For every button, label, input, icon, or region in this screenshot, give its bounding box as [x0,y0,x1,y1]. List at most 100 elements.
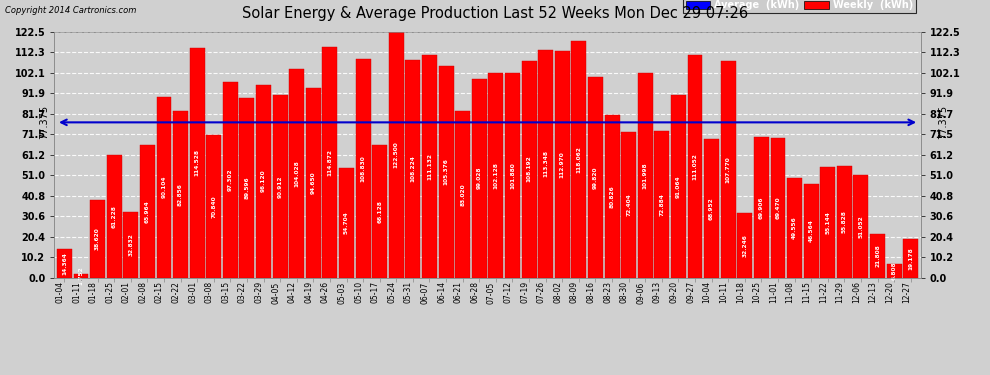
Text: 11-29: 11-29 [836,281,844,303]
Bar [272,95,288,278]
Text: 14.364: 14.364 [62,252,67,274]
Text: 118.062: 118.062 [576,146,581,172]
Text: 113.348: 113.348 [544,150,548,177]
Text: 72.884: 72.884 [659,193,664,216]
Text: 96.120: 96.120 [261,170,266,192]
Text: 08-23: 08-23 [603,281,612,303]
Text: 38.620: 38.620 [95,227,100,250]
Text: 05-31: 05-31 [404,281,413,303]
Bar [256,85,271,278]
Text: 102.128: 102.128 [493,162,498,189]
Text: 1.752: 1.752 [78,266,83,285]
Text: 03-22: 03-22 [238,281,247,303]
Text: 105.376: 105.376 [444,158,448,185]
Text: 01-25: 01-25 [105,281,114,303]
Bar [173,111,188,278]
Bar [406,60,421,278]
Text: 07-05: 07-05 [487,281,496,303]
Bar [372,145,387,278]
Text: 11-15: 11-15 [802,281,811,303]
Text: 111.132: 111.132 [427,153,432,180]
Bar [654,131,669,278]
Text: 04-19: 04-19 [304,281,313,303]
Text: 46.564: 46.564 [809,219,814,242]
Text: Copyright 2014 Cartronics.com: Copyright 2014 Cartronics.com [5,6,137,15]
Bar [57,249,72,278]
Text: 08-30: 08-30 [620,281,629,303]
Bar [355,59,370,278]
Text: 90.912: 90.912 [277,175,282,198]
Bar [770,138,785,278]
Bar [439,66,453,278]
Bar [389,32,404,278]
Text: 10-25: 10-25 [752,281,761,303]
Text: 10-11: 10-11 [719,281,729,303]
Text: 10-04: 10-04 [703,281,712,303]
Text: 99.820: 99.820 [593,166,598,189]
Bar [638,73,652,278]
Text: 11-22: 11-22 [819,281,828,303]
Text: 108.224: 108.224 [411,156,416,182]
Text: 08-09: 08-09 [570,281,579,303]
Text: 6.808: 6.808 [892,261,897,280]
Bar [887,264,902,278]
Bar [787,178,802,278]
Text: 02-01: 02-01 [122,281,131,303]
Bar [721,62,736,278]
Text: 09-06: 09-06 [637,281,645,303]
Text: 72.404: 72.404 [626,194,632,216]
Text: 77.375: 77.375 [40,105,50,140]
Text: 70.840: 70.840 [211,195,216,218]
Bar [206,135,221,278]
Text: 51.052: 51.052 [858,215,863,238]
Text: 99.028: 99.028 [477,167,482,189]
Bar [472,79,487,278]
Text: 06-07: 06-07 [421,281,430,303]
Text: 06-28: 06-28 [470,281,479,303]
Bar [588,77,603,278]
Text: 03-01: 03-01 [188,281,197,303]
Text: 114.528: 114.528 [195,149,200,176]
Text: 10-18: 10-18 [736,281,744,303]
Bar [837,165,851,278]
Text: 11-08: 11-08 [786,281,795,303]
Bar [505,73,520,278]
Text: 09-20: 09-20 [669,281,678,303]
Text: 04-05: 04-05 [271,281,280,303]
Text: 32.832: 32.832 [129,233,134,256]
Text: 03-15: 03-15 [222,281,231,303]
Bar [853,175,868,278]
Text: 65.964: 65.964 [145,200,149,223]
Text: 06-14: 06-14 [438,281,446,303]
Bar [422,55,437,278]
Bar [124,211,139,278]
Text: 07-12: 07-12 [504,281,513,303]
Text: 111.052: 111.052 [693,153,698,180]
Bar [289,69,304,278]
Text: 01-11: 01-11 [72,281,81,303]
Bar [339,168,354,278]
Bar [621,132,637,278]
Text: 90.104: 90.104 [161,176,166,198]
Bar [870,234,885,278]
Bar [571,41,586,278]
Text: 108.192: 108.192 [527,156,532,182]
Text: 107.770: 107.770 [726,156,731,183]
Text: 66.128: 66.128 [377,200,382,223]
Bar [903,239,918,278]
Legend: Average  (kWh), Weekly  (kWh): Average (kWh), Weekly (kWh) [683,0,916,13]
Text: 09-13: 09-13 [652,281,662,303]
Text: 82.856: 82.856 [178,183,183,206]
Text: 03-08: 03-08 [205,281,214,303]
Text: 114.872: 114.872 [328,149,333,176]
Bar [821,167,836,278]
Text: 03-29: 03-29 [254,281,263,303]
Text: 04-12: 04-12 [288,281,297,303]
Text: 05-17: 05-17 [370,281,380,303]
Bar [704,139,719,278]
Text: 05-10: 05-10 [354,281,363,303]
Bar [156,97,171,278]
Text: 02-08: 02-08 [139,281,148,303]
Bar [306,88,321,278]
Text: 68.952: 68.952 [709,197,714,220]
